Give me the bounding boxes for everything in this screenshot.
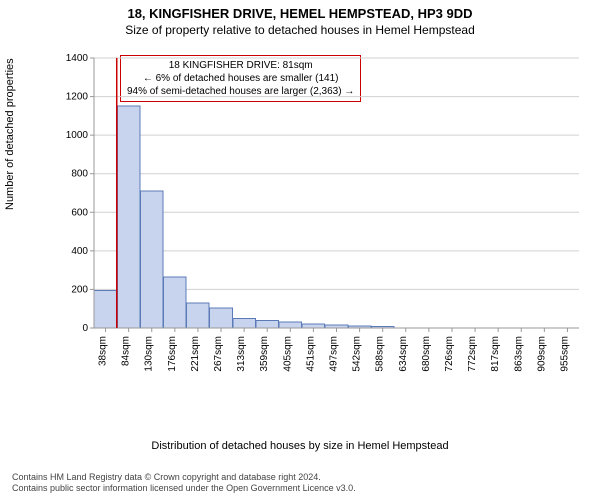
- histogram-bar: [210, 308, 233, 328]
- x-tick-label: 680sqm: [421, 336, 432, 372]
- x-tick-label: 817sqm: [490, 336, 501, 372]
- y-tick-label: 0: [82, 323, 88, 334]
- x-tick-label: 405sqm: [282, 336, 293, 372]
- histogram-bar: [187, 303, 210, 328]
- histogram-bar: [302, 324, 325, 328]
- y-tick-label: 600: [71, 207, 88, 218]
- y-tick-label: 1000: [66, 130, 89, 141]
- histogram-plot: 0 200 400 600 800 1000 1200 1400 38sqm 84sqm 130sq…: [60, 52, 585, 382]
- x-tick-label: 588sqm: [375, 336, 386, 372]
- chart-subtitle: Size of property relative to detached ho…: [0, 21, 600, 37]
- x-tick-label: 359sqm: [259, 336, 270, 372]
- histogram-bar: [233, 318, 256, 328]
- histogram-bar: [117, 106, 140, 328]
- x-tick-label: 38sqm: [98, 336, 109, 366]
- histogram-bar: [140, 191, 163, 328]
- y-tick-label: 400: [71, 246, 88, 257]
- y-tick-label: 1400: [66, 53, 89, 64]
- x-tick-label: 451sqm: [305, 336, 316, 372]
- histogram-bar: [164, 277, 187, 328]
- x-tick-label: 267sqm: [213, 336, 224, 372]
- x-tick-label: 130sqm: [144, 336, 155, 372]
- x-tick-label: 497sqm: [329, 336, 340, 372]
- histogram-bar: [279, 322, 302, 328]
- chart-title-address: 18, KINGFISHER DRIVE, HEMEL HEMPSTEAD, H…: [0, 0, 600, 21]
- histogram-bar: [256, 320, 279, 328]
- y-tick-label: 1200: [66, 92, 89, 103]
- x-axis-label: Distribution of detached houses by size …: [0, 440, 600, 452]
- x-tick-label: 542sqm: [352, 336, 363, 372]
- footnote-line2: Contains public sector information licen…: [12, 483, 356, 493]
- x-tick-label: 221sqm: [190, 336, 201, 372]
- x-tick-label: 313sqm: [236, 336, 247, 372]
- x-tick-label: 772sqm: [467, 336, 478, 372]
- histogram-bar: [94, 290, 117, 328]
- footnote-line1: Contains HM Land Registry data © Crown c…: [12, 472, 321, 482]
- x-tick-label: 909sqm: [536, 336, 547, 372]
- x-tick-label: 634sqm: [398, 336, 409, 372]
- x-tick-label: 84sqm: [121, 336, 132, 366]
- x-tick-label: 955sqm: [559, 336, 570, 372]
- y-axis-label: Number of detached properties: [4, 58, 16, 210]
- footnote: Contains HM Land Registry data © Crown c…: [12, 472, 356, 494]
- x-tick-label: 726sqm: [444, 336, 455, 372]
- x-tick-label: 176sqm: [167, 336, 178, 372]
- y-tick-label: 200: [71, 284, 88, 295]
- y-tick-label: 800: [71, 169, 88, 180]
- x-tick-label: 863sqm: [513, 336, 524, 372]
